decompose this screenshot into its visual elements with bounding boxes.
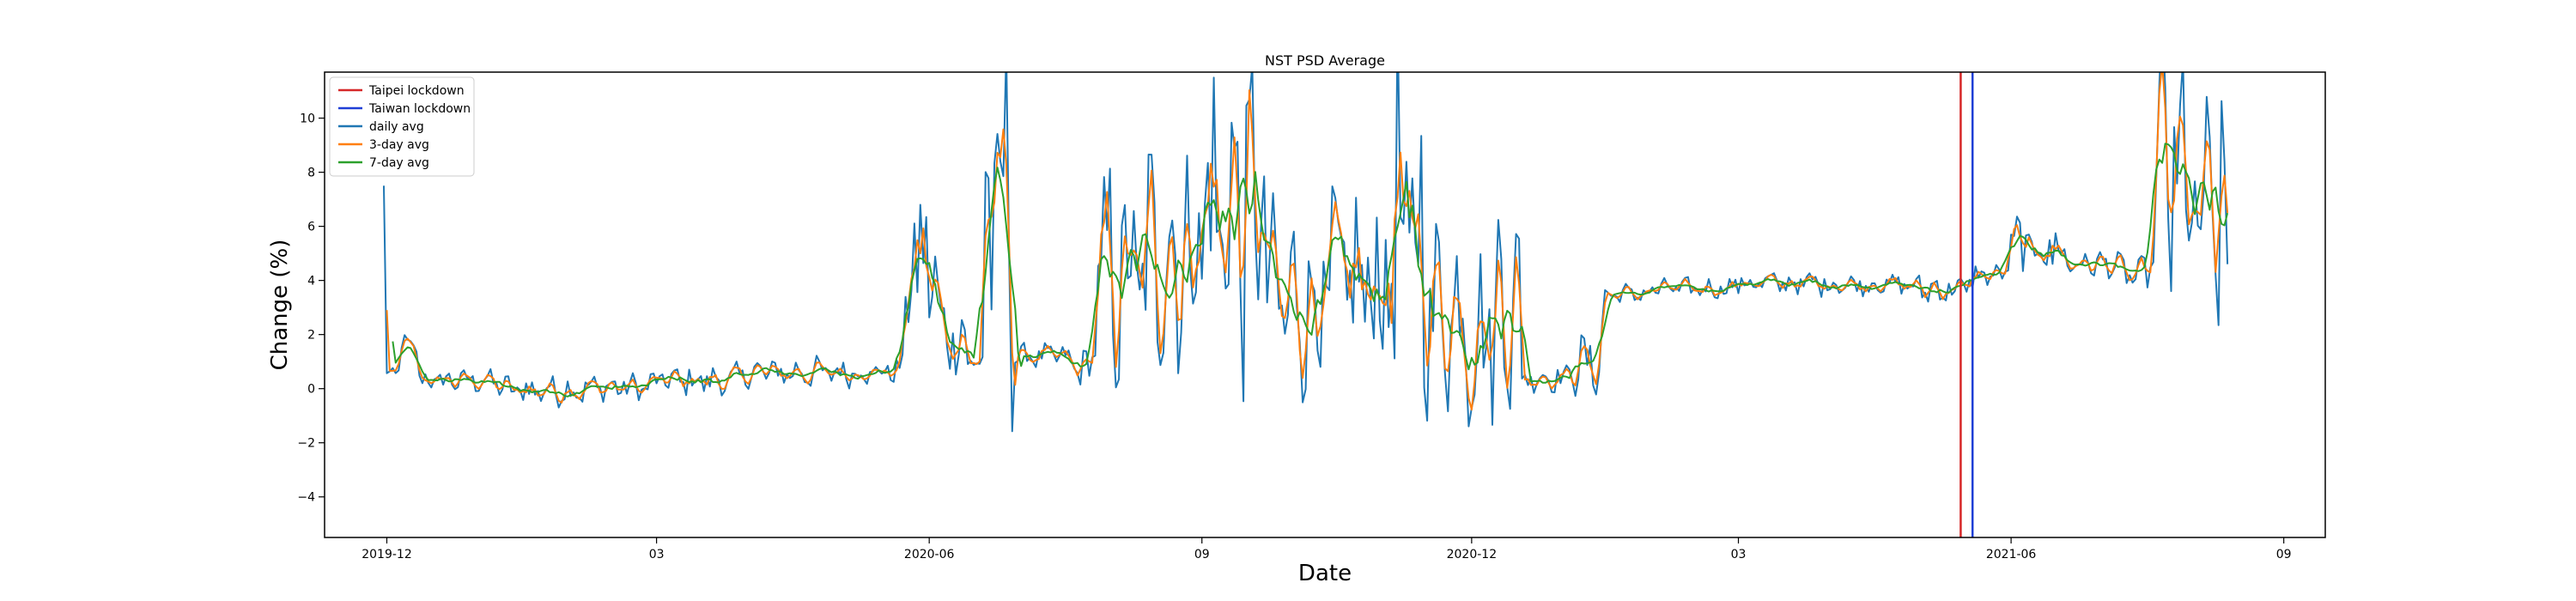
x-tick-label: 09 [2276,548,2292,562]
x-tick-label: 03 [649,548,665,562]
x-axis-title: Date [1298,561,1352,586]
legend-label: daily avg [369,120,424,134]
y-tick-label: 8 [307,167,315,180]
y-tick-label: 6 [307,221,315,234]
legend-label: 3-day avg [369,138,429,152]
legend-box [329,76,475,177]
y-tick-label: 0 [307,383,315,397]
x-tick-label: 03 [1731,548,1747,562]
legend-label: 7-day avg [369,156,429,170]
x-tick-label: 2019-12 [361,548,412,562]
y-tick-label: 4 [307,275,315,288]
y-tick-label: −2 [297,437,315,451]
y-tick-label: 10 [300,112,315,126]
y-axis-title: Change (%) [267,240,293,371]
chart-title: NST PSD Average [1265,52,1385,69]
x-tick-label: 09 [1194,548,1210,562]
y-tick-label: 2 [307,329,315,343]
x-tick-label: 2020-06 [904,548,955,562]
legend-label: Taiwan lockdown [368,102,471,116]
x-axis: 2019-12 03 2020-06 09 2020-12 03 2021-06 09 [361,537,2292,562]
x-tick-label: 2021-06 [1986,548,2037,562]
plot-frame [324,71,2326,538]
y-tick-label: −4 [297,491,315,505]
series-line-7-day-avg [392,143,2229,398]
y-axis: −4 −2 0 2 4 6 8 10 [297,112,325,505]
series-line-3-day-avg [386,72,2229,411]
legend: Taipei lockdown Taiwan lockdown daily avg 3… [329,76,475,177]
x-tick-label: 2020-12 [1447,548,1498,562]
legend-label: Taipei lockdown [368,84,465,98]
